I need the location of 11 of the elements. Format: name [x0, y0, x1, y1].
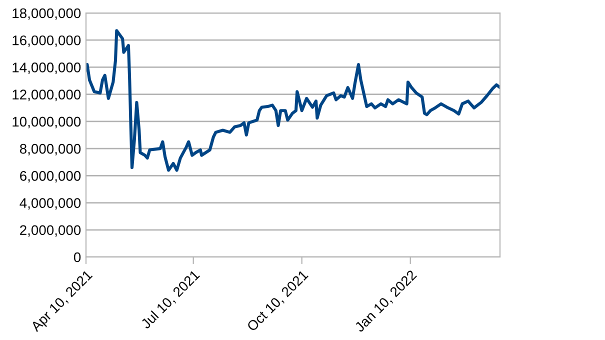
y-tick-label: 4,000,000: [20, 198, 81, 210]
y-tick-label: 0: [74, 252, 81, 262]
y-tick-label: 2,000,000: [20, 225, 81, 237]
y-tick-label: 14,000,000: [12, 62, 81, 74]
line-series: [86, 29, 500, 172]
y-tick-label: 10,000,000: [12, 116, 81, 128]
y-tick-label: 12,000,000: [12, 90, 81, 102]
y-tick-label: 8,000,000: [20, 144, 81, 156]
y-tick-label: 6,000,000: [20, 171, 81, 182]
y-tick-label: 18,000,000: [12, 8, 81, 20]
y-tick-label: 16,000,000: [12, 35, 81, 47]
